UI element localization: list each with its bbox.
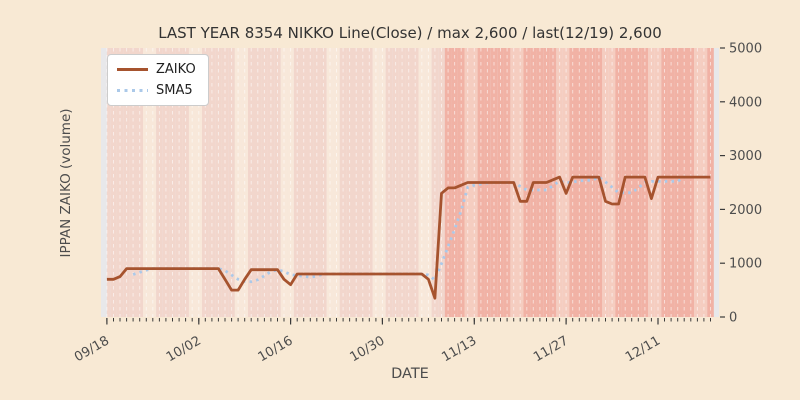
x-tick-label: 11/27	[531, 333, 571, 365]
chart-title: LAST YEAR 8354 NIKKO Line(Close) / max 2…	[158, 24, 662, 42]
y-tick-label: 1000	[729, 257, 762, 272]
x-tick-label: 10/02	[164, 333, 204, 365]
x-tick-label: 10/16	[256, 333, 296, 365]
x-tick-label: 11/13	[439, 333, 479, 365]
legend-item-zaiko: ZAIKO	[117, 63, 196, 76]
x-tick-label: 09/18	[72, 333, 112, 365]
x-tick-label: 12/11	[623, 333, 663, 365]
sma5-line-swatch	[117, 89, 148, 92]
y-tick-label: 5000	[729, 42, 762, 57]
legend-item-sma5: SMA5	[117, 84, 196, 97]
legend-label-zaiko: ZAIKO	[156, 62, 196, 77]
y-tick-label: 2000	[729, 203, 762, 218]
y-tick-label: 4000	[729, 95, 762, 110]
x-tick-label: 10/30	[347, 333, 387, 365]
x-axis-label: DATE	[391, 366, 429, 382]
zaiko-line	[106, 175, 711, 300]
y-tick-label: 3000	[729, 149, 762, 164]
y-tick-label: 0	[729, 311, 737, 326]
weekday-band	[106, 48, 111, 317]
legend-box: ZAIKO SMA5	[107, 54, 209, 106]
legend-label-sma5: SMA5	[156, 83, 193, 98]
zaiko-line-swatch	[117, 68, 148, 71]
